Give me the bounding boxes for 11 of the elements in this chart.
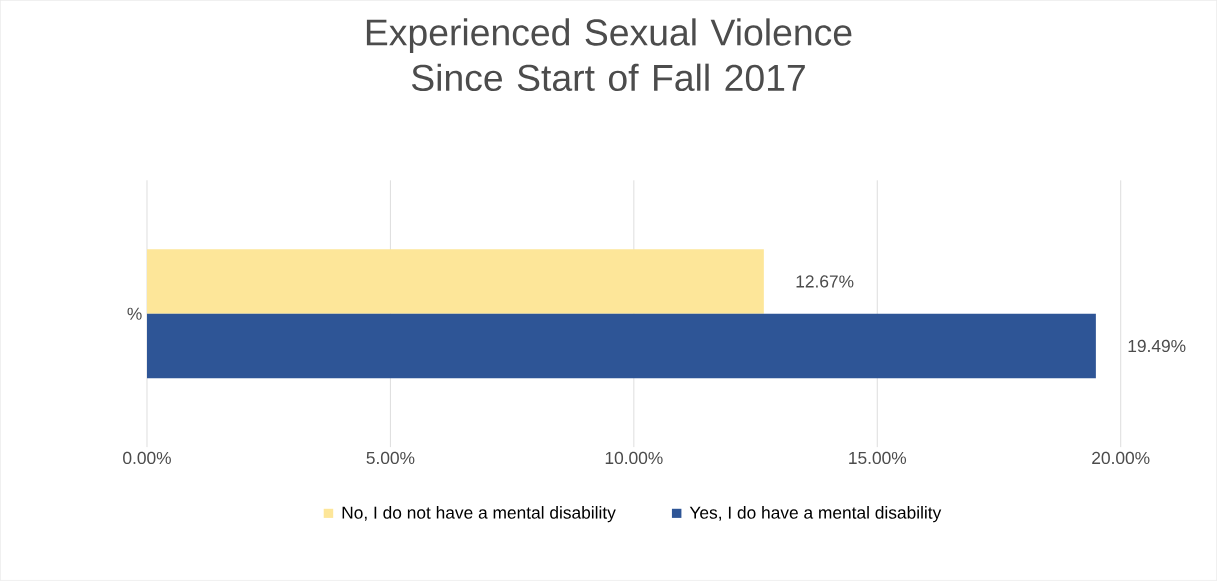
legend-label: Yes, I do have a mental disability [689, 506, 942, 523]
x-tick-label: 5.00% [366, 451, 415, 465]
chart-title: Experienced Sexual Violence Since Start of Fall 2017 [366, 18, 852, 92]
x-tick-label: 0.00% [123, 451, 171, 465]
x-tick-label: 10.00% [605, 451, 663, 465]
legend-label: No, I do not have a mental disability [342, 506, 616, 523]
data-label: 19.49% [1128, 339, 1186, 353]
data-label: 12.67% [796, 275, 854, 288]
x-tick-label: 15.00% [849, 451, 907, 465]
y-tick-label: % [127, 307, 142, 320]
x-tick-label: 20.00% [1092, 451, 1150, 465]
